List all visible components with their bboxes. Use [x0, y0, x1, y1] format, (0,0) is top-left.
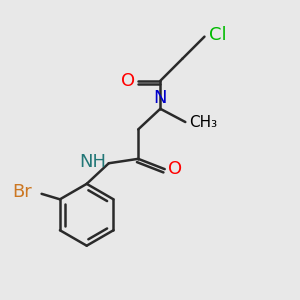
Text: Cl: Cl	[209, 26, 226, 44]
Text: N: N	[154, 89, 167, 107]
Text: O: O	[121, 72, 135, 90]
Text: NH: NH	[79, 153, 106, 171]
Text: O: O	[168, 160, 182, 178]
Text: CH₃: CH₃	[189, 115, 217, 130]
Text: Br: Br	[12, 183, 32, 201]
